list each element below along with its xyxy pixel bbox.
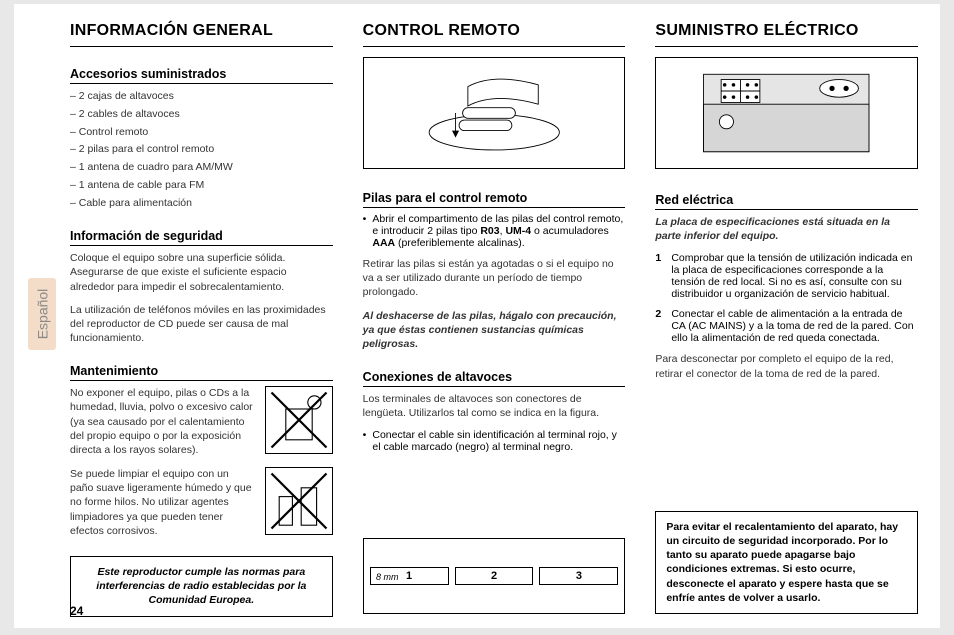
speakers-bullet: • Conectar el cable sin identificación a… (363, 429, 626, 453)
maintenance-p1: No exponer el equipo, pilas o CDs a la h… (70, 386, 255, 457)
maintenance-head: Mantenimiento (70, 364, 333, 381)
accessory-item: – 1 antena de cuadro para AM/MW (70, 160, 333, 176)
power-panel-illustration (655, 57, 918, 169)
overheat-warning-box: Para evitar el recalentamiento del apara… (655, 511, 918, 614)
batteries-text: Abrir el compartimento de las pilas del … (372, 213, 625, 249)
batteries-head: Pilas para el control remoto (363, 191, 626, 208)
batteries-p2: Retirar las pilas si están ya agotadas o… (363, 257, 626, 300)
batteries-bullet: • Abrir el compartimento de las pilas de… (363, 213, 626, 249)
rating-plate-note: La placa de especificaciones está situad… (655, 215, 918, 243)
column-remote: CONTROL REMOTO Pilas para el control rem… (363, 22, 626, 614)
maintenance-p2: Se puede limpiar el equipo con un paño s… (70, 467, 255, 538)
speaker-connection-steps: 8 mm 1 2 3 (363, 538, 626, 614)
maintenance-row-2: Se puede limpiar el equipo con un paño s… (70, 467, 333, 538)
bullet-icon: • (363, 213, 367, 249)
accessories-list: – 2 cajas de altavoces – 2 cables de alt… (70, 89, 333, 213)
no-sun-icon (265, 386, 333, 454)
step-1: 8 mm 1 (370, 567, 449, 585)
speakers-b1: Conectar el cable sin identificación al … (372, 429, 625, 453)
no-cleaner-icon (265, 467, 333, 535)
content-columns: INFORMACIÓN GENERAL Accesorios suministr… (70, 22, 918, 614)
accessory-item: – 2 pilas para el control remoto (70, 142, 333, 158)
safety-head: Información de seguridad (70, 229, 333, 246)
remote-batteries-illustration (363, 57, 626, 169)
accessory-item: – 2 cajas de altavoces (70, 89, 333, 105)
compliance-box: Este reproductor cumple las normas para … (70, 556, 333, 617)
column-power: SUMINISTRO ELÉCTRICO Red elé (655, 22, 918, 614)
manual-page: Español INFORMACIÓN GENERAL Accesorios s… (14, 4, 940, 628)
col3-title: SUMINISTRO ELÉCTRICO (655, 22, 918, 47)
maintenance-row-1: No exponer el equipo, pilas o CDs a la h… (70, 386, 333, 457)
language-label: Español (34, 289, 50, 340)
step-number: 2 (655, 308, 665, 344)
accessory-item: – 2 cables de altavoces (70, 107, 333, 123)
accessory-item: – Control remoto (70, 125, 333, 141)
safety-p2: La utilización de teléfonos móviles en l… (70, 303, 333, 346)
mains-n2: Conectar el cable de alimentación a la e… (671, 308, 918, 344)
accessories-head: Accesorios suministrados (70, 67, 333, 84)
mains-head: Red eléctrica (655, 193, 918, 210)
accessory-item: – Cable para alimentación (70, 196, 333, 212)
page-number: 24 (70, 604, 83, 618)
speakers-head: Conexiones de altavoces (363, 370, 626, 387)
language-tab: Español (28, 278, 56, 350)
batteries-disposal-warning: Al deshacerse de las pilas, hágalo con p… (363, 309, 626, 352)
column-general-info: INFORMACIÓN GENERAL Accesorios suministr… (70, 22, 333, 614)
safety-p1: Coloque el equipo sobre una superficie s… (70, 251, 333, 294)
mains-step-1: 1 Comprobar que la tensión de utilizació… (655, 252, 918, 300)
col2-title: CONTROL REMOTO (363, 22, 626, 47)
accessory-item: – 1 antena de cable para FM (70, 178, 333, 194)
step-number: 1 (655, 252, 665, 300)
step-3: 3 (539, 567, 618, 585)
mains-p3: Para desconectar por completo el equipo … (655, 352, 918, 380)
mains-n1: Comprobar que la tensión de utilización … (671, 252, 918, 300)
col1-title: INFORMACIÓN GENERAL (70, 22, 333, 47)
mains-step-2: 2 Conectar el cable de alimentación a la… (655, 308, 918, 344)
step-2: 2 (455, 567, 534, 585)
speakers-p1: Los terminales de altavoces son conector… (363, 392, 626, 420)
bullet-icon: • (363, 429, 367, 453)
